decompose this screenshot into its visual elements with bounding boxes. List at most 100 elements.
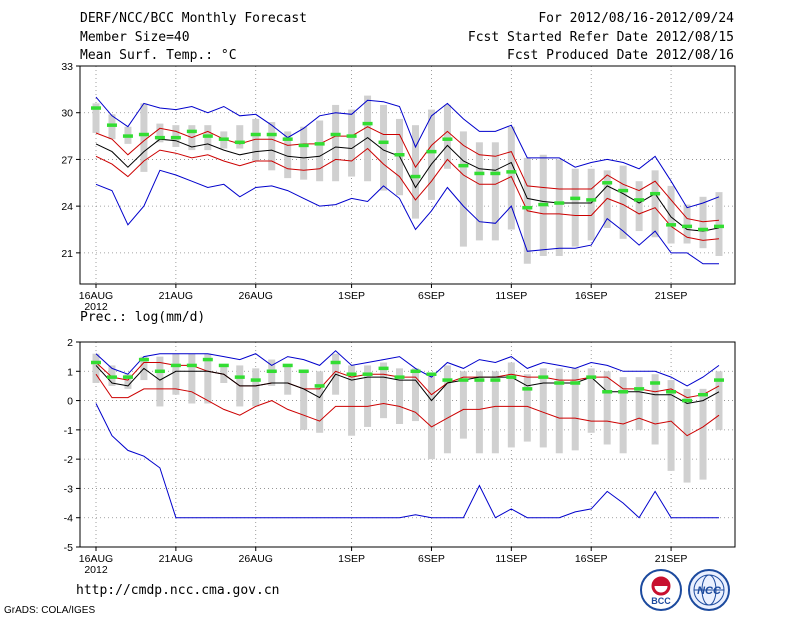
prec-spread-box <box>539 368 547 448</box>
temp-ytick-label: 21 <box>61 248 73 260</box>
forecast-range: For 2012/08/16-2012/09/24 <box>538 11 734 26</box>
prec-spread-box <box>252 368 260 407</box>
prec-ytick-label: 2 <box>67 337 73 349</box>
temp-spread-box <box>683 204 691 244</box>
temp-spread-box <box>252 118 260 161</box>
prec-ytick-label: -5 <box>64 542 73 554</box>
temp-spread-box <box>236 125 244 149</box>
prec-spread-box <box>124 374 132 389</box>
temp-xtick-year: 2012 <box>84 301 108 313</box>
temp-line-mean-minus-sd <box>95 147 720 241</box>
prec-spread-box <box>188 353 196 404</box>
prec-spread-box <box>475 371 483 454</box>
prec-spread-box <box>635 377 643 430</box>
temp-ytick-label: 30 <box>61 108 73 120</box>
prec-xtick-year: 2012 <box>84 564 108 576</box>
temp-spread-box <box>587 168 595 241</box>
temp-spread-box <box>348 109 356 177</box>
temp-ytick-label: 27 <box>61 154 73 166</box>
prec-xtick-label: 16AUG <box>79 553 113 565</box>
source-url[interactable]: http://cmdp.ncc.cma.gov.cn <box>76 583 280 598</box>
temp-spread-box <box>284 131 292 179</box>
temp-xtick-label: 26AUG <box>239 290 273 302</box>
prec-ytick-label: -3 <box>64 483 73 495</box>
prec-spread-box <box>316 371 324 433</box>
prec-spread-box <box>300 371 308 430</box>
temp-line-min <box>95 169 719 265</box>
forecast-started: Fcst Started Refer Date 2012/08/15 <box>467 30 734 45</box>
temp-ytick-label: 33 <box>61 61 73 73</box>
grads-credit: GrADS: COLA/IGES <box>4 605 96 616</box>
prec-spread-box <box>396 368 404 424</box>
prec-spread-box <box>380 362 388 419</box>
prec-plot-frame <box>79 341 736 548</box>
prec-ytick-label: 1 <box>67 366 73 378</box>
prec-spread-box <box>156 356 164 407</box>
prec-spread-box <box>427 374 435 460</box>
temp-xtick-label: 6SEP <box>418 290 445 302</box>
prec-spread-box <box>619 377 627 454</box>
prec-spread-box <box>172 353 180 395</box>
temp-spread-box <box>571 168 579 247</box>
prec-spread-box <box>555 368 563 454</box>
temp-spread-box <box>699 196 707 249</box>
prec-line-mean-plus-sd <box>95 362 720 399</box>
prec-line-min <box>95 403 719 519</box>
temp-spread-box <box>268 122 276 171</box>
temp-line-mean <box>95 136 720 232</box>
temp-xtick-label: 11SEP <box>495 290 527 302</box>
temp-spread-box <box>459 131 467 247</box>
prec-xtick-label: 26AUG <box>239 553 273 565</box>
prec-xtick-label: 11SEP <box>495 553 527 565</box>
prec-spread-box <box>459 371 467 439</box>
temp-spread-box <box>715 192 723 256</box>
prec-spread-box <box>364 365 372 427</box>
prec-spread-box <box>491 371 499 454</box>
forecast-produced: Fcst Produced Date 2012/08/16 <box>507 48 734 63</box>
temp-spread-box <box>140 103 148 172</box>
temp-xtick-label: 21SEP <box>655 290 688 302</box>
temp-spread-box <box>380 104 388 191</box>
prec-spread-box <box>284 365 292 395</box>
prec-line-mean-minus-sd <box>95 373 720 437</box>
temp-spread-box <box>364 95 372 182</box>
bcc-logo-text: BCC <box>651 596 671 606</box>
bcc-logo-icon: BCC <box>651 576 671 606</box>
temp-spread-box <box>635 181 643 232</box>
temp-line-mean-plus-sd <box>95 126 720 223</box>
chart-title: DERF/NCC/BCC Monthly Forecast <box>80 11 307 26</box>
temp-ytick-label: 24 <box>61 201 73 213</box>
prec-label: Prec.: log(mm/d) <box>80 310 206 325</box>
ncc-logo-icon: NCC <box>693 574 725 606</box>
temp-line-max <box>95 96 720 209</box>
prec-xtick-label: 21SEP <box>655 553 688 565</box>
prec-spread-box <box>443 365 451 454</box>
temp-spread-box <box>651 170 659 238</box>
member-size: Member Size=40 <box>80 30 190 45</box>
prec-spread-box <box>571 368 579 451</box>
prec-spread-box <box>603 371 611 445</box>
prec-xtick-label: 16SEP <box>575 553 608 565</box>
prec-ytick-label: -4 <box>64 513 73 525</box>
temp-spread-box <box>555 159 563 256</box>
temp-spread-box <box>300 126 308 180</box>
temp-xtick-label: 21AUG <box>159 290 193 302</box>
prec-spread-box <box>92 353 100 383</box>
variable-label: Mean Surf. Temp.: °C <box>80 48 237 63</box>
prec-spread-box <box>523 374 531 442</box>
temp-spread-box <box>619 165 627 239</box>
temp-spread-box <box>667 185 675 244</box>
prec-spread-box <box>507 362 515 448</box>
temp-spread-box <box>443 104 451 169</box>
prec-spread-box <box>587 368 595 433</box>
prec-xtick-label: 6SEP <box>418 553 445 565</box>
ncc-logo: NCC <box>688 569 730 611</box>
temp-xtick-label: 16SEP <box>575 290 608 302</box>
temp-spread-box <box>411 125 419 219</box>
prec-ytick-label: -2 <box>64 454 73 466</box>
prec-xtick-label: 1SEP <box>338 553 365 565</box>
temp-xtick-label: 1SEP <box>338 290 365 302</box>
prec-ytick-label: -1 <box>64 425 73 437</box>
prec-line-mean <box>95 365 720 405</box>
